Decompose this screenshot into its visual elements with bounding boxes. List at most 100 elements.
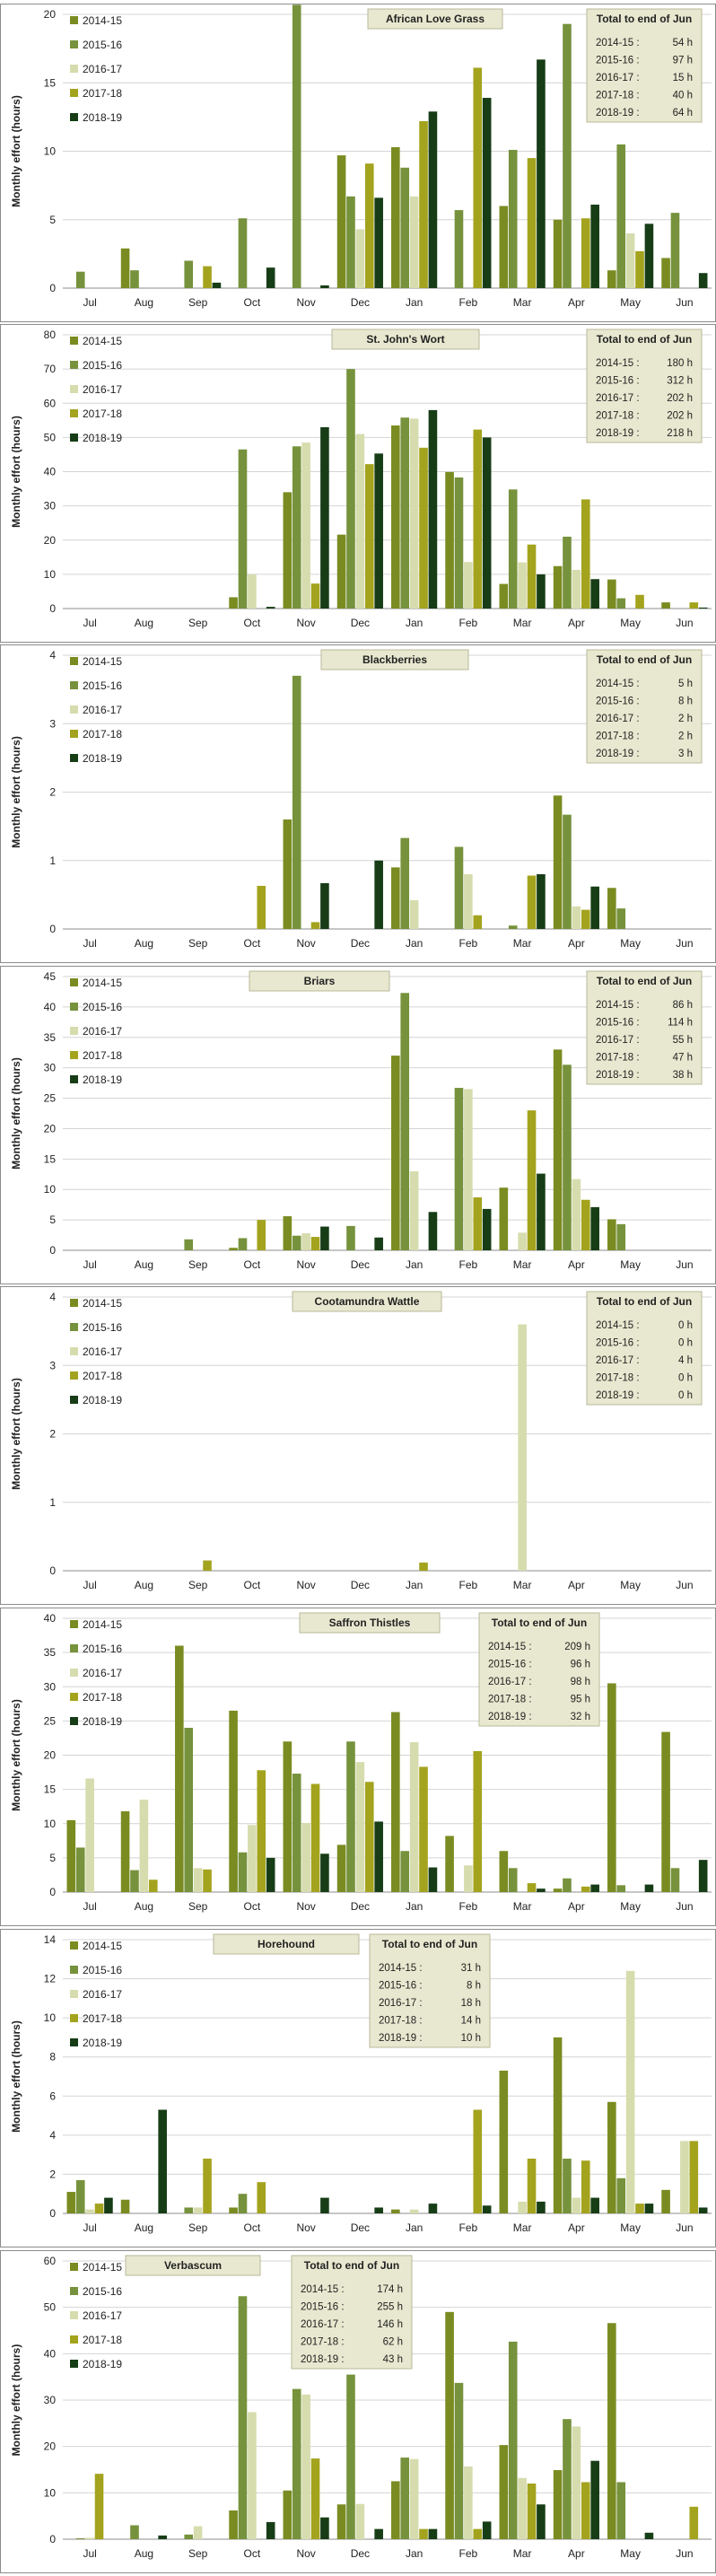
totals-value: 255 h [377,2302,403,2313]
y-tick-label: 5 [49,214,56,226]
x-tick-label: Oct [244,2547,261,2560]
totals-season: 2017-18 : [596,1053,640,1064]
legend-label: 2018-19 [83,432,122,444]
bar-2015-16-jun [670,213,680,288]
chart-panel-2: 0 10 20 30 40 50 60 70 80 Monthly effort (hours) J… [0,324,716,643]
x-tick-label: Dec [351,1900,370,1913]
y-tick-label: 2 [49,786,56,799]
legend-label: 2016-17 [83,2309,122,2322]
totals-value: 40 h [673,91,693,101]
y-tick-label: 60 [44,2255,57,2267]
bar-2015-16-sep [184,1239,194,1250]
x-tick-label: Jun [676,1900,693,1913]
y-tick-label: 40 [44,466,57,478]
bar-2016-17-nov [301,1233,310,1250]
y-tick-label: 40 [44,2347,57,2360]
title-box [125,2255,261,2276]
legend-swatch [70,113,78,121]
bar-2016-17-jan [409,2458,419,2539]
totals-value: 8 h [467,1981,481,1992]
bar-2014-15-mar [499,2070,509,2213]
totals-season: 2014-15 : [488,1642,532,1652]
bar-2017-18-feb [473,915,483,929]
bar-2015-16-nov [292,4,301,288]
bar-2015-16-nov [292,1235,301,1250]
legend-label: 2018-19 [83,2358,122,2370]
x-tick-label: Apr [568,1579,585,1591]
bar-2017-18-oct [257,885,266,929]
totals-box [586,970,703,1085]
bar-2014-15-apr [553,2037,563,2213]
x-tick-label: Aug [135,1900,153,1913]
bar-2015-16-apr [563,2159,572,2213]
bar-2018-19-dec [374,860,383,929]
chart-title: Horehound [258,1938,315,1950]
x-tick-label: May [620,1579,641,1591]
x-tick-label: Jun [676,617,693,629]
bar-2018-19-nov [320,1226,329,1250]
totals-value: 62 h [383,2337,403,2348]
bar-2015-16-dec [346,196,355,288]
x-tick-label: Sep [188,296,208,309]
bar-2014-15-may [607,270,616,288]
totals-box [586,649,703,764]
bar-2017-18-jun [689,602,699,609]
chart-title: Verbascum [164,2259,222,2272]
bar-2015-16-aug [130,1870,139,1892]
y-tick-label: 20 [44,1122,57,1135]
y-tick-label: 10 [44,568,57,581]
bar-2015-16-aug [130,2525,139,2539]
x-tick-label: Aug [135,617,153,629]
bar-2016-17-dec [355,1762,365,1892]
bar-2014-15-mar [499,206,509,288]
legend-swatch [70,434,78,442]
y-tick-label: 3 [49,1359,56,1371]
y-tick-label: 0 [49,1564,56,1577]
bar-2018-19-feb [482,437,492,609]
bar-2014-15-jan [391,1712,400,1892]
bar-2016-17-sep [193,2526,203,2539]
legend-label: 2014-15 [83,1618,122,1631]
totals-season: 2017-18 : [596,1373,640,1384]
y-tick-label: 8 [49,2051,56,2063]
bar-2014-15-jan [391,1056,400,1250]
bar-2015-16-oct [238,1852,248,1892]
bar-2016-17-jan [409,2209,419,2213]
bar-2015-16-may [616,1885,626,1892]
totals-value: 54 h [673,38,693,48]
bar-2015-16-dec [346,1225,355,1250]
bar-2014-15-dec [336,155,346,288]
totals-season: 2017-18 : [379,2016,423,2027]
bar-2014-15-apr [553,1888,563,1892]
bar-2018-19-apr [590,1884,599,1892]
bar-2015-16-sep [184,260,194,288]
bar-2016-17-nov [301,1822,310,1892]
bar-2018-19-aug [158,2535,167,2539]
totals-value: 2 h [678,714,693,724]
bar-2015-16-nov [292,446,301,609]
legend-swatch [70,1693,78,1701]
totals-season: 2018-19 : [596,1390,640,1401]
legend-swatch [70,2014,78,2022]
bar-2016-17-nov [301,442,310,609]
legend: 2014-15 2015-16 2016-17 2017-18 2018-19 [70,655,122,765]
bar-2014-15-oct [229,2207,238,2213]
totals-season: 2015-16 : [596,1338,640,1349]
y-tick-label: 50 [44,2301,57,2314]
x-tick-label: Dec [351,1579,370,1591]
bar-2018-19-dec [374,453,383,609]
y-tick-label: 35 [44,1031,57,1044]
bar-2017-18-jan [419,1766,428,1892]
x-tick-label: Sep [188,2547,208,2560]
x-tick-label: Sep [188,2221,208,2234]
x-tick-label: Jul [83,296,96,309]
totals-value: 55 h [673,1035,693,1046]
bar-2018-19-nov [320,2197,329,2213]
bar-2014-15-may [607,579,616,609]
bar-2015-16-apr [563,23,572,289]
bar-2017-18-feb [473,2528,483,2539]
bar-2014-15-may [607,888,616,929]
bar-2015-16-sep [184,2207,194,2213]
bar-2017-18-may [635,594,644,609]
x-tick-label: Jul [83,937,96,950]
